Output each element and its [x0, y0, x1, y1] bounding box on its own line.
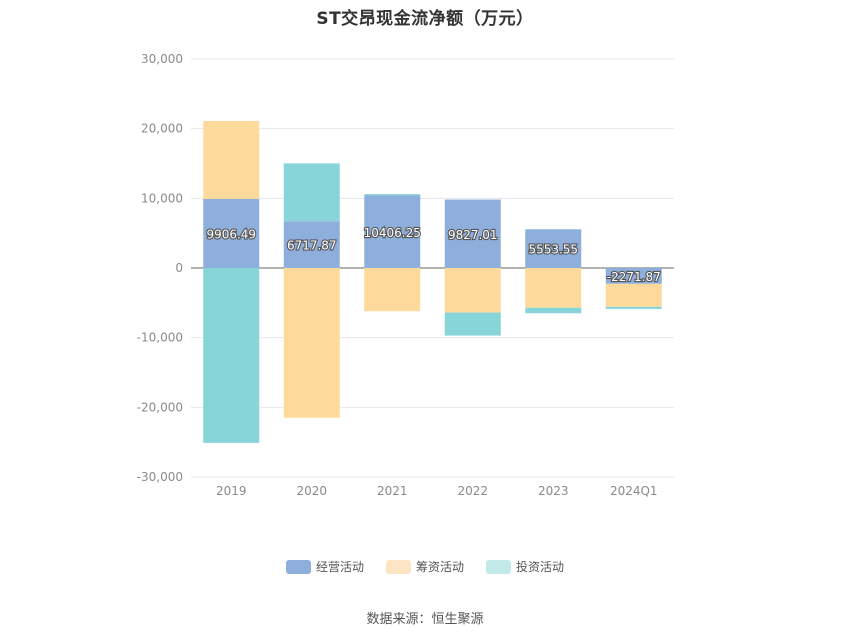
- legend-label-financing: 筹资活动: [415, 560, 464, 574]
- bar-financing: [203, 120, 260, 199]
- bar-operating: [283, 221, 340, 268]
- bar-investing: [203, 268, 260, 443]
- bar-financing: [525, 268, 582, 308]
- bar-operating: [364, 195, 421, 268]
- data-label-operating: 5553.55: [528, 243, 578, 257]
- x-tick-label: 2022: [457, 484, 488, 498]
- legend-label-operating: 经营活动: [315, 560, 364, 574]
- bar-investing: [444, 312, 501, 336]
- bar-investing: [364, 194, 421, 196]
- bar-operating: [605, 268, 662, 284]
- bar-financing: [283, 268, 340, 418]
- legend-label-investing: 投资活动: [516, 560, 565, 574]
- y-tick-label: 30,000: [141, 52, 183, 66]
- bar-operating: [525, 229, 582, 268]
- x-tick-label: 2020: [296, 484, 327, 498]
- y-tick-label: -10,000: [137, 331, 183, 345]
- y-tick-label: -20,000: [137, 400, 183, 414]
- y-tick-label: -30,000: [137, 470, 183, 484]
- y-tick-label: 0: [175, 261, 183, 275]
- legend: 经营活动 筹资活动 投资活动: [0, 558, 850, 575]
- x-tick-label: 2023: [538, 484, 569, 498]
- data-label-operating: 9906.49: [206, 227, 256, 241]
- data-label-operating: 9827.01: [448, 228, 498, 242]
- bar-operating: [203, 198, 260, 268]
- data-label-operating: -2271.87: [607, 270, 661, 284]
- chart-title: ST交昂现金流净额（万元）: [316, 9, 534, 29]
- legend-item-operating[interactable]: 经营活动: [285, 558, 364, 575]
- bar-financing: [605, 283, 662, 307]
- bar-financing: [444, 268, 501, 313]
- y-tick-label: 10,000: [141, 191, 183, 205]
- bar-investing: [525, 307, 582, 314]
- bar-investing: [605, 306, 662, 309]
- legend-swatch-operating: [285, 559, 311, 574]
- bar-investing: [283, 163, 340, 222]
- data-label-operating: 10406.25: [364, 226, 421, 240]
- source-text: 数据来源：恒生聚源: [366, 612, 484, 627]
- y-tick-label: 20,000: [141, 122, 183, 136]
- x-tick-label: 2019: [216, 484, 247, 498]
- bar-operating: [444, 199, 501, 268]
- x-tick-label: 2024Q1: [610, 484, 658, 498]
- x-tick-label: 2021: [377, 484, 408, 498]
- data-label-operating: 6717.87: [287, 239, 337, 253]
- legend-swatch-financing: [385, 559, 411, 574]
- legend-item-financing[interactable]: 筹资活动: [385, 558, 464, 575]
- bar-financing: [364, 268, 421, 312]
- legend-swatch-investing: [486, 559, 511, 574]
- legend-item-investing[interactable]: 投资活动: [486, 558, 564, 575]
